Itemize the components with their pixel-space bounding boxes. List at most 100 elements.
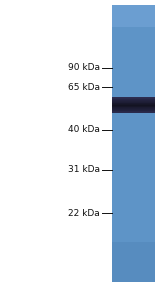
Bar	[112, 16, 155, 17]
Bar	[112, 62, 155, 63]
Bar	[112, 276, 155, 278]
Bar	[112, 143, 155, 145]
Bar	[112, 267, 155, 268]
Bar	[112, 174, 155, 175]
Bar	[112, 261, 155, 262]
Bar	[112, 80, 155, 81]
Bar	[112, 177, 155, 178]
Bar	[112, 232, 155, 233]
Bar	[112, 70, 155, 72]
Bar	[112, 95, 155, 96]
Bar	[112, 109, 155, 110]
Bar	[112, 250, 155, 251]
Bar	[112, 136, 155, 138]
Bar	[112, 181, 155, 182]
Bar	[112, 220, 155, 221]
Bar	[112, 120, 155, 121]
Bar	[112, 96, 155, 98]
Bar	[112, 17, 155, 19]
Bar	[112, 195, 155, 196]
Bar	[112, 116, 155, 117]
Bar	[112, 74, 155, 76]
Bar	[112, 203, 155, 205]
Bar	[112, 112, 155, 113]
Bar	[112, 123, 155, 124]
Bar	[112, 148, 155, 149]
Bar	[112, 278, 155, 279]
Bar	[112, 269, 155, 271]
Bar	[112, 253, 155, 254]
Bar	[112, 251, 155, 253]
Bar	[112, 145, 155, 146]
Bar	[112, 67, 155, 69]
Bar	[112, 83, 155, 84]
Bar	[112, 15, 155, 16]
Bar	[112, 24, 155, 26]
Bar	[112, 199, 155, 200]
Bar	[112, 196, 155, 198]
Bar	[112, 236, 155, 238]
Bar	[112, 138, 155, 139]
Bar	[112, 73, 155, 74]
Bar	[112, 245, 155, 246]
Text: 40 kDa: 40 kDa	[68, 125, 100, 134]
Bar	[112, 52, 155, 54]
Bar	[112, 41, 155, 42]
Bar	[112, 157, 155, 159]
Bar	[112, 209, 155, 210]
Bar	[112, 105, 155, 106]
Bar	[112, 171, 155, 173]
Bar	[112, 156, 155, 157]
Bar	[112, 185, 155, 187]
Bar	[112, 131, 155, 132]
Bar	[112, 279, 155, 281]
Bar	[112, 124, 155, 125]
Bar	[112, 170, 155, 171]
Bar	[112, 233, 155, 235]
Bar	[112, 167, 155, 168]
Bar	[112, 265, 155, 267]
Bar	[112, 29, 155, 30]
Bar	[112, 106, 155, 107]
Bar	[112, 191, 155, 192]
Bar	[112, 108, 155, 109]
Bar	[112, 229, 155, 231]
Bar	[112, 211, 155, 213]
Bar	[112, 117, 155, 118]
Bar	[112, 110, 155, 111]
Bar	[112, 173, 155, 174]
Bar	[112, 168, 155, 170]
Bar	[112, 238, 155, 239]
Bar	[112, 12, 155, 13]
Bar	[112, 166, 155, 167]
Bar	[112, 81, 155, 83]
Bar	[112, 207, 155, 209]
Bar	[112, 272, 155, 274]
Bar	[112, 85, 155, 87]
Bar	[112, 163, 155, 164]
Bar	[112, 127, 155, 128]
Bar	[112, 105, 155, 106]
Bar	[112, 192, 155, 193]
Bar	[112, 217, 155, 218]
Bar	[112, 281, 155, 282]
Bar	[112, 40, 155, 41]
Bar	[112, 159, 155, 160]
Bar	[112, 128, 155, 130]
Bar	[112, 222, 155, 224]
Bar	[112, 268, 155, 269]
Bar	[112, 200, 155, 202]
Bar	[112, 65, 155, 66]
Bar	[112, 99, 155, 101]
Bar	[112, 114, 155, 116]
Bar	[112, 6, 155, 8]
Bar	[112, 9, 155, 10]
Bar	[112, 98, 155, 99]
Bar	[112, 239, 155, 240]
Bar	[112, 271, 155, 272]
Bar	[112, 76, 155, 77]
Bar	[112, 58, 155, 59]
Bar	[112, 188, 155, 189]
Text: 65 kDa: 65 kDa	[68, 83, 100, 91]
Bar	[112, 36, 155, 37]
